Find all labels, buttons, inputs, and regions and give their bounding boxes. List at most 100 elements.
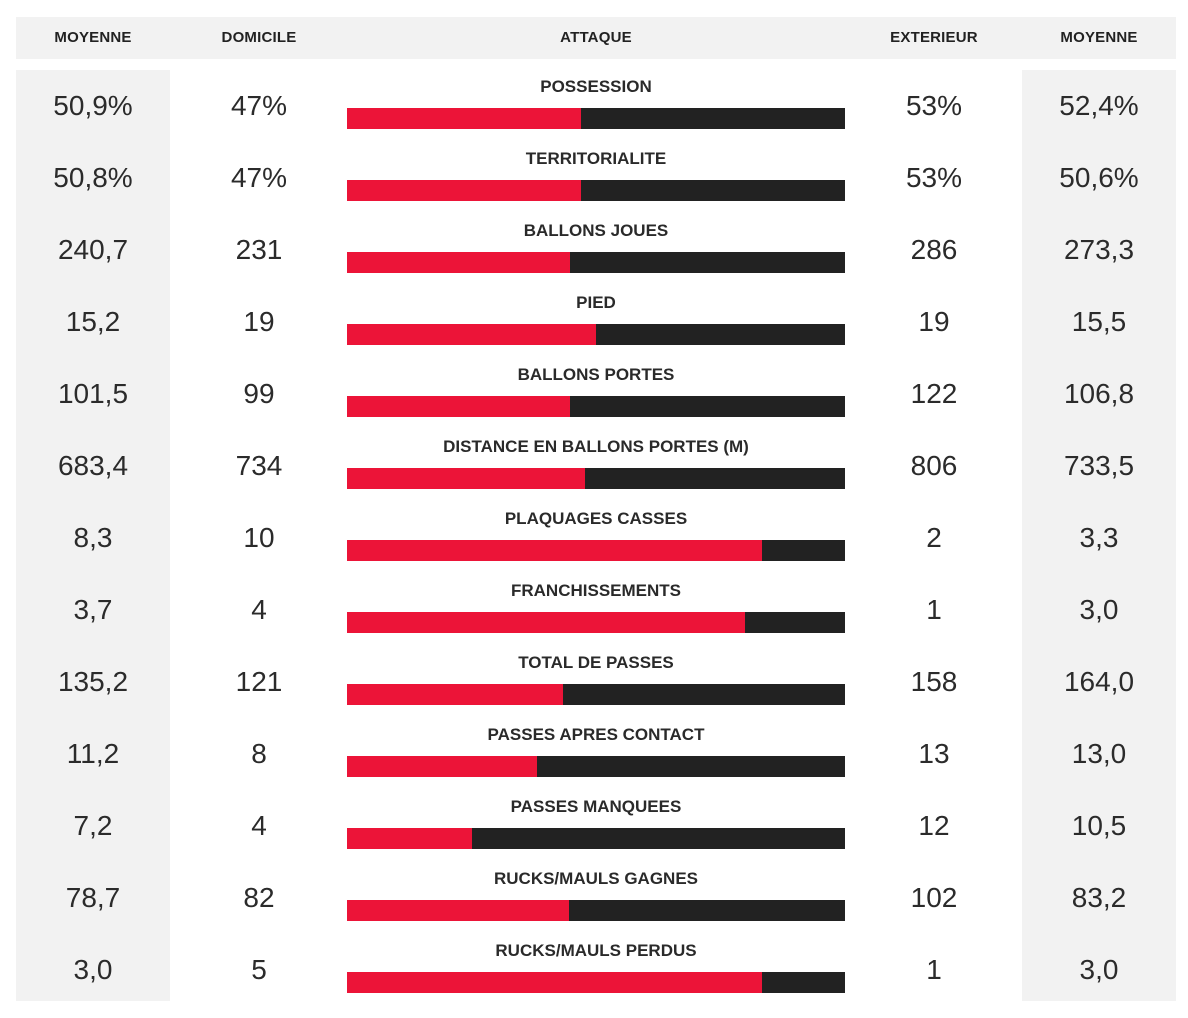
header-average-home: MOYENNE [54,29,132,46]
home-value: 47% [230,162,288,193]
away-value: 19 [918,306,950,337]
home-share-fill [347,828,472,849]
stat-row: 78,7 82 RUCKS/MAULS GAGNES 102 83,2 [0,862,1188,934]
away-value: 2 [926,522,942,553]
home-value: 5 [251,954,267,985]
home-value: 734 [235,450,283,481]
header-home: DOMICILE [221,29,297,46]
header-average-away: MOYENNE [1060,29,1138,46]
average-home-value: 50,8% [53,162,133,193]
stat-label: PASSES MANQUEES [510,797,682,816]
comparison-bar [347,468,845,489]
average-away-value: 164,0 [1063,666,1135,697]
comparison-bar [347,396,845,417]
away-value: 1 [926,954,942,985]
average-away-value: 3,0 [1079,594,1119,625]
average-away-value: 52,4% [1059,90,1139,121]
header-away: EXTERIEUR [890,29,978,46]
average-away-value: 13,0 [1071,738,1127,769]
average-home-column-panel [16,70,170,1001]
away-value: 122 [910,378,958,409]
comparison-bar [347,540,845,561]
away-value: 1 [926,594,942,625]
average-home-value: 101,5 [57,378,129,409]
average-away-value: 3,0 [1079,954,1119,985]
comparison-bar [347,684,845,705]
away-value: 53% [905,90,963,121]
home-value: 8 [251,738,267,769]
home-value: 10 [243,522,275,553]
stat-label: RUCKS/MAULS GAGNES [493,869,698,888]
average-away-value: 83,2 [1071,882,1127,913]
home-share-fill [347,972,762,993]
average-home-value: 240,7 [57,234,129,265]
comparison-bar [347,180,845,201]
comparison-bar [347,756,845,777]
average-home-value: 8,3 [73,522,113,553]
comparison-bar [347,108,845,129]
stat-row: 50,8% 47% TERRITORIALITE 53% 50,6% [0,142,1188,214]
stat-label: FRANCHISSEMENTS [510,581,681,600]
home-share-fill [347,540,762,561]
home-share-fill [347,900,570,921]
average-home-value: 15,2 [65,306,121,337]
home-share-fill [347,324,596,345]
away-value: 13 [918,738,950,769]
stat-row: 683,4 734 DISTANCE EN BALLONS PORTES (M) 80… [0,430,1188,502]
stat-row: 50,9% 47% POSSESSION 53% 52,4% [0,70,1188,142]
average-home-value: 683,4 [57,450,129,481]
average-home-value: 3,0 [73,954,113,985]
average-away-value: 733,5 [1063,450,1135,481]
stat-label: PIED [576,293,616,312]
average-home-value: 3,7 [73,594,113,625]
home-value: 121 [235,666,283,697]
home-value: 231 [235,234,283,265]
average-home-value: 135,2 [57,666,129,697]
average-away-value: 15,5 [1071,306,1127,337]
stat-row: 3,0 5 RUCKS/MAULS PERDUS 1 3,0 [0,934,1188,1006]
stat-row: 8,3 10 PLAQUAGES CASSES 2 3,3 [0,502,1188,574]
stat-row: 7,2 4 PASSES MANQUEES 12 10,5 [0,790,1188,862]
away-value: 102 [910,882,958,913]
stat-row: 11,2 8 PASSES APRES CONTACT 13 13,0 [0,718,1188,790]
stat-label: BALLONS PORTES [517,365,675,384]
header-attack: ATTAQUE [560,29,632,46]
home-value: 4 [251,810,267,841]
home-value: 99 [243,378,275,409]
away-value: 806 [910,450,958,481]
home-share-fill [347,684,564,705]
home-share-fill [347,180,582,201]
comparison-bar [347,612,845,633]
comparison-bar [347,324,845,345]
home-value: 82 [243,882,275,913]
home-share-fill [347,756,537,777]
away-value: 12 [918,810,950,841]
stats-header: MOYENNE DOMICILE ATTAQUE EXTERIEUR MOYEN… [16,17,1176,59]
stat-row: 15,2 19 PIED 19 15,5 [0,286,1188,358]
average-away-value: 106,8 [1063,378,1135,409]
stat-label: POSSESSION [540,77,652,96]
home-share-fill [347,108,582,129]
stats-table: 50,9% 47% POSSESSION 53% 52,4% 50,8% 47% TERRIT… [0,70,1188,1000]
stat-label: RUCKS/MAULS PERDUS [495,941,697,960]
average-away-value: 10,5 [1071,810,1127,841]
home-share-fill [347,468,585,489]
stat-label: TERRITORIALITE [525,149,667,168]
stat-label: PLAQUAGES CASSES [504,509,688,528]
home-share-fill [347,612,746,633]
home-share-fill [347,252,570,273]
average-away-value: 3,3 [1079,522,1119,553]
average-home-value: 50,9% [53,90,133,121]
comparison-bar [347,828,845,849]
average-home-value: 78,7 [65,882,121,913]
stat-label: PASSES APRES CONTACT [487,725,705,744]
home-share-fill [347,396,571,417]
stat-row: 240,7 231 BALLONS JOUES 286 273,3 [0,214,1188,286]
comparison-bar [347,252,845,273]
away-value: 53% [905,162,963,193]
stat-label: TOTAL DE PASSES [518,653,674,672]
average-away-value: 50,6% [1059,162,1139,193]
stat-row: 101,5 99 BALLONS PORTES 122 106,8 [0,358,1188,430]
home-value: 19 [243,306,275,337]
stat-label: DISTANCE EN BALLONS PORTES (M) [443,437,749,456]
